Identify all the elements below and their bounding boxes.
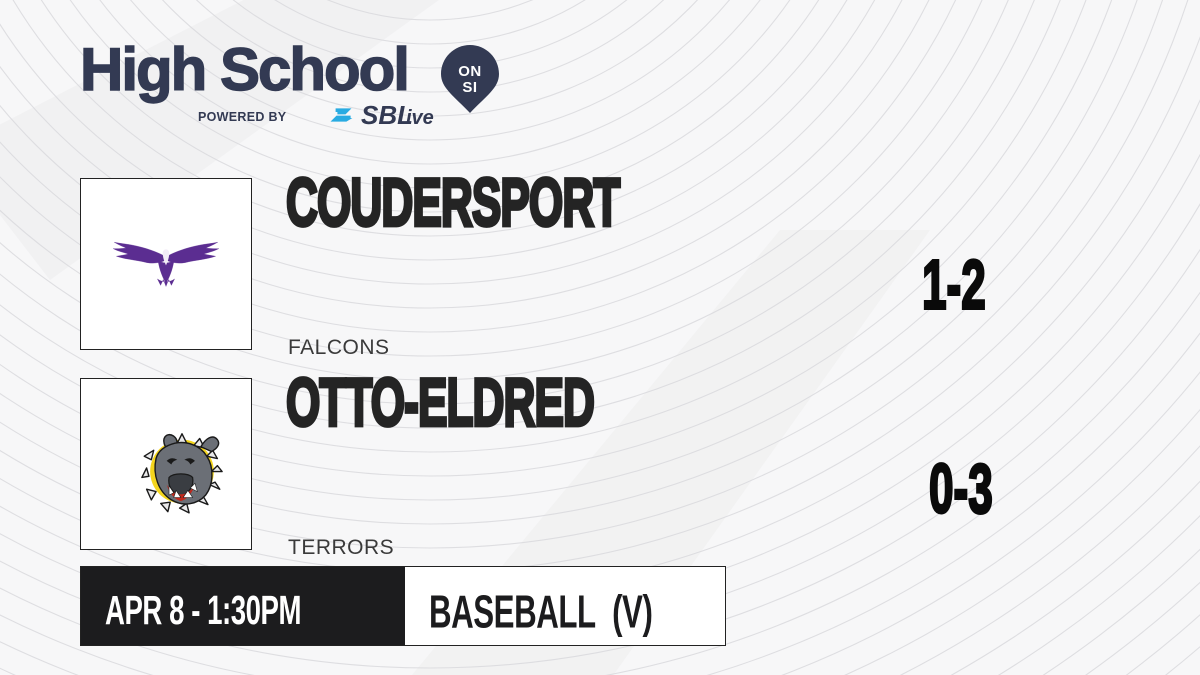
svg-text:ive: ive xyxy=(406,107,434,129)
svg-text:ON: ON xyxy=(458,63,482,80)
svg-text:SI: SI xyxy=(462,79,477,96)
